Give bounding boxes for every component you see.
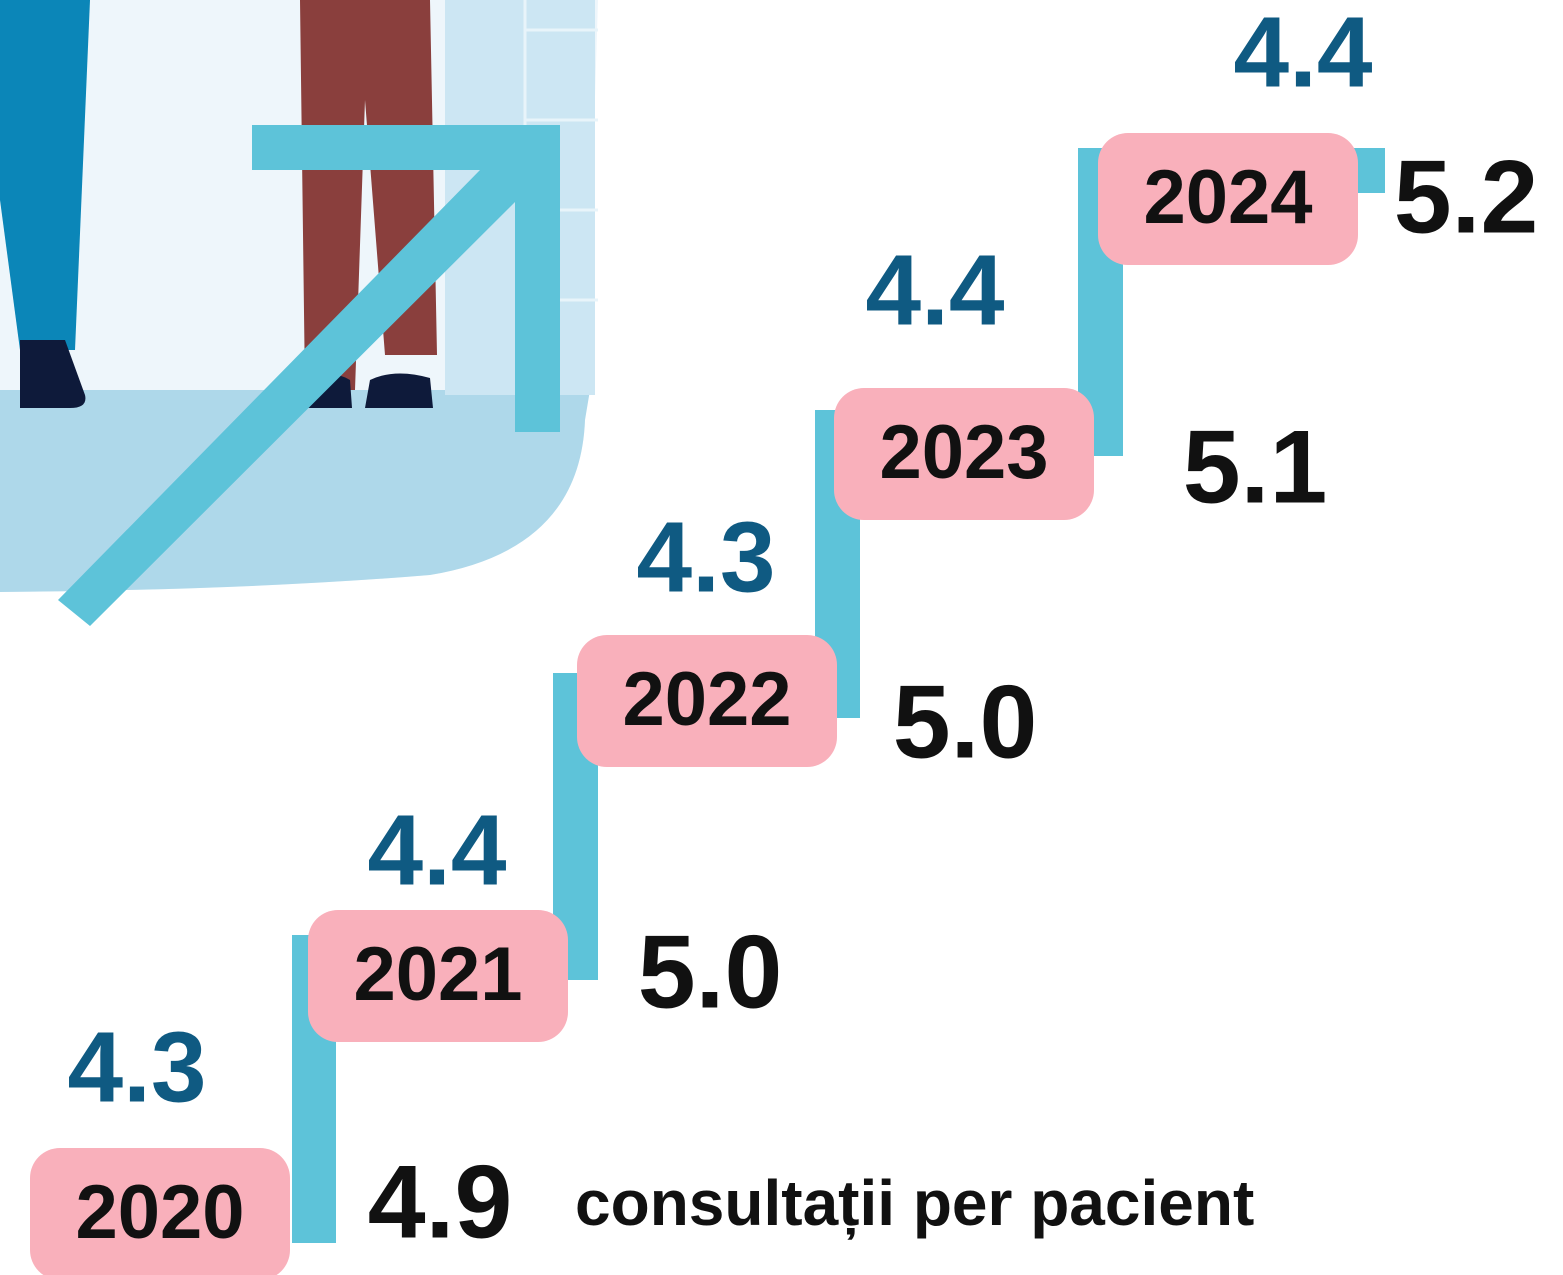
top-value: 4.4 — [367, 794, 506, 906]
year: 2022 — [622, 657, 791, 742]
side-value: 5.2 — [1394, 139, 1539, 255]
year: 2024 — [1143, 155, 1312, 240]
side-value: 5.0 — [638, 914, 783, 1030]
page: {"steps": [ {"year": "2020", "top_value"… — [0, 0, 1563, 1275]
side-value: 4.9 — [368, 1144, 513, 1260]
top-value: 4.3 — [636, 501, 775, 613]
top-value: 4.4 — [865, 234, 1004, 346]
top-value: 4.3 — [67, 1011, 206, 1123]
year: 2020 — [75, 1170, 244, 1255]
top-value: 4.4 — [1233, 0, 1372, 108]
side-value: 5.0 — [893, 664, 1038, 780]
unit-label: consultații per pacient — [575, 1167, 1254, 1240]
year: 2023 — [879, 410, 1048, 495]
infographic: 2020 4.3 4.9 2021 4.4 5.0 2022 4.3 5.0 2023 4.4 5.1… — [0, 0, 1563, 1275]
illustration — [0, 0, 598, 626]
year: 2021 — [353, 932, 522, 1017]
side-value: 5.1 — [1183, 409, 1328, 525]
